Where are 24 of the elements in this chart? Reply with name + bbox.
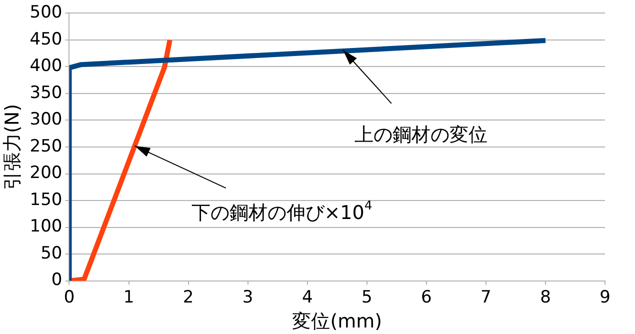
- y-tick-label: 450: [30, 29, 62, 50]
- x-tick-label: 4: [302, 287, 313, 308]
- x-tick-label: 8: [540, 287, 551, 308]
- x-tick-label: 5: [361, 287, 372, 308]
- x-tick-label: 6: [421, 287, 432, 308]
- y-tick-label: 100: [30, 216, 62, 237]
- y-tick-label: 0: [51, 270, 62, 290]
- x-tick-label: 0: [64, 287, 75, 308]
- x-tick-label: 9: [600, 287, 610, 308]
- y-tick-label: 300: [30, 110, 62, 130]
- y-axis-title: 引張力(N): [1, 104, 24, 190]
- y-tick-label: 500: [30, 2, 62, 23]
- annotation: 上の鋼材の変位: [354, 124, 488, 146]
- x-tick-label: 7: [480, 287, 492, 308]
- y-tick-label: 350: [30, 82, 62, 103]
- y-tick-label: 50: [40, 243, 62, 264]
- y-tick-label: 200: [30, 163, 62, 184]
- x-tick-label: 1: [123, 287, 134, 308]
- y-tick-label: 250: [30, 136, 62, 156]
- x-axis-title: 変位(mm): [292, 310, 382, 333]
- y-tick-label: 400: [30, 56, 62, 76]
- x-tick-label: 3: [242, 287, 254, 308]
- y-tick-label: 150: [30, 190, 62, 210]
- x-tick-label: 2: [182, 287, 194, 308]
